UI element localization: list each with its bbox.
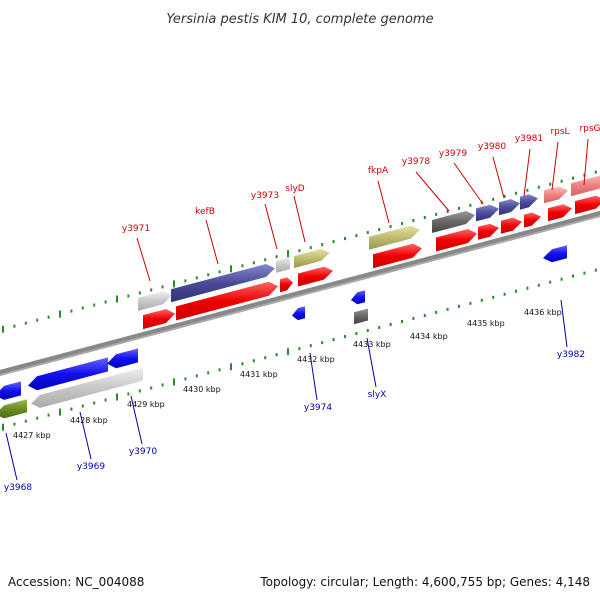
gene-bar — [499, 199, 520, 216]
gene-label-y3979[interactable]: y3979 — [439, 149, 468, 159]
leader-line-plus — [415, 171, 450, 212]
leader-line-minus — [366, 337, 377, 388]
orf-arrow — [548, 204, 572, 222]
gene-label-y3970[interactable]: y3970 — [129, 447, 158, 457]
orf-arrow-minus — [28, 357, 108, 391]
gene-label-y3978[interactable]: y3978 — [402, 157, 431, 167]
leader-line-plus — [492, 156, 505, 199]
backbone-line — [0, 210, 600, 375]
orf-arrow — [436, 229, 477, 252]
leader-line-plus — [293, 195, 306, 243]
orf-arrow — [373, 243, 422, 269]
scale-ticks — [2, 170, 597, 431]
leader-line-plus — [583, 138, 589, 186]
kbp-label: 4427 kbp — [13, 431, 51, 440]
orf-arrow — [478, 223, 499, 240]
gene-bar — [571, 175, 600, 197]
gene-label-slyX[interactable]: slyX — [368, 390, 387, 400]
leader-line-minus — [309, 352, 318, 401]
gene-label-y3969[interactable]: y3969 — [77, 462, 106, 472]
leader-line-plus — [377, 180, 390, 224]
gene-bar — [276, 257, 290, 273]
gene-bar — [171, 264, 275, 303]
orf-arrow-minus — [543, 245, 567, 263]
kbp-label: 4429 kbp — [127, 400, 165, 409]
gene-label-fkpA[interactable]: fkpA — [368, 166, 389, 176]
kbp-label: 4430 kbp — [183, 385, 221, 394]
orf-arrow — [143, 309, 175, 330]
orf-arrow — [575, 195, 600, 215]
gene-bar — [544, 186, 568, 204]
orf-arrow — [524, 212, 541, 228]
leader-line-plus — [136, 237, 151, 282]
leader-line-plus — [205, 219, 219, 265]
gene-label-rpsL[interactable]: rpsL — [550, 127, 569, 137]
genome-stats-text: Topology: circular; Length: 4,600,755 bp… — [259, 575, 590, 589]
leader-line-plus — [551, 141, 559, 191]
kbp-label: 4436 kbp — [524, 308, 562, 317]
orf-arrow-minus — [351, 290, 365, 305]
label-leaders — [5, 138, 589, 481]
leader-line-minus — [560, 299, 568, 348]
gene-label-y3974[interactable]: y3974 — [304, 403, 333, 413]
gene-bar-minus — [0, 399, 27, 419]
gene-label-rpsG[interactable]: rpsG — [579, 124, 600, 134]
gene-label-kefB[interactable]: kefB — [195, 207, 215, 217]
kbp-label: 4433 kbp — [353, 340, 391, 349]
leader-line-plus — [453, 162, 484, 205]
gene-label-y3980[interactable]: y3980 — [478, 142, 507, 152]
gene-bar — [520, 194, 538, 210]
orf-arrow-minus — [292, 306, 305, 321]
leader-line-plus — [523, 148, 531, 197]
leader-line-minus — [5, 432, 18, 481]
kbp-label: 4432 kbp — [297, 355, 335, 364]
gene-label-y3971[interactable]: y3971 — [122, 224, 150, 234]
orf-arrow — [501, 217, 522, 234]
orf-arrow-minus — [0, 381, 21, 400]
leader-line-minus — [130, 395, 143, 445]
gene-label-y3973[interactable]: y3973 — [251, 191, 279, 201]
orf-arrow — [176, 281, 278, 321]
kbp-label: 4435 kbp — [467, 319, 505, 328]
orf-arrow-minus — [107, 348, 138, 369]
gene-bar — [476, 204, 499, 222]
minus-strand-labels: y3968 y3969 y3970 y3974 slyX y3982 — [4, 350, 585, 493]
accession-text: Accession: NC_004088 — [8, 575, 144, 589]
leader-line-minus — [79, 411, 92, 460]
plus-strand-labels: y3971 kefB y3973 slyD fkpA y3978 y3979 y… — [122, 124, 600, 234]
orf-arrow — [280, 277, 293, 293]
gene-bar-minus — [31, 367, 143, 408]
gene-bar — [432, 211, 475, 233]
gene-bar-minus — [354, 308, 368, 325]
gene-label-y3968[interactable]: y3968 — [4, 483, 33, 493]
orf-arrow — [298, 266, 333, 287]
leader-line-plus — [264, 203, 278, 250]
gene-bar — [294, 248, 330, 269]
gene-bar — [369, 225, 420, 250]
gene-label-y3981[interactable]: y3981 — [515, 134, 543, 144]
gene-label-slyD[interactable]: slyD — [285, 184, 305, 194]
kbp-label: 4434 kbp — [410, 332, 448, 341]
kbp-label: 4431 kbp — [240, 370, 278, 379]
kbp-scale-labels: 4427 kbp 4428 kbp 4429 kbp 4430 kbp 4431… — [13, 308, 562, 440]
map-title: Yersinia pestis KIM 10, complete genome — [166, 12, 433, 27]
gene-features — [0, 175, 600, 419]
gene-bar — [138, 291, 172, 311]
kbp-label: 4428 kbp — [70, 416, 108, 425]
genome-backbone — [0, 210, 600, 377]
gene-label-y3982[interactable]: y3982 — [557, 350, 585, 360]
